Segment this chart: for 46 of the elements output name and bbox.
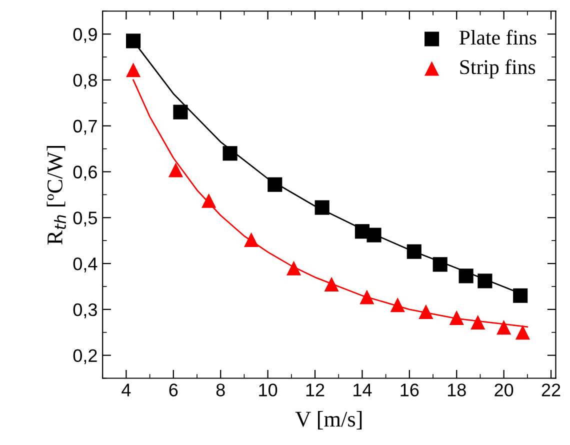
y-tick-label: 0,5 — [73, 212, 97, 226]
x-tick-label: 22 — [542, 384, 560, 396]
point — [390, 298, 405, 312]
point — [360, 290, 374, 304]
legend-label: Strip fins — [460, 59, 536, 78]
point — [244, 232, 259, 247]
y-tick-label: 0,3 — [73, 303, 97, 318]
point — [458, 268, 474, 284]
y-tick-label: 0,7 — [73, 120, 97, 135]
x-tick-label: 10 — [259, 384, 278, 396]
point — [268, 177, 282, 192]
x-tick-label: 20 — [494, 384, 514, 396]
y-tick-label: 0,6 — [73, 166, 97, 181]
point — [314, 200, 330, 215]
point — [418, 304, 434, 319]
point — [222, 146, 238, 161]
x-tick-label: 18 — [448, 384, 466, 396]
x-tick-label: 14 — [354, 384, 372, 396]
point — [406, 244, 422, 259]
point — [202, 193, 216, 208]
point — [126, 34, 141, 48]
x-axis-title: V [m/s] — [295, 411, 362, 430]
x-tick-label: 6 — [169, 384, 178, 396]
point — [513, 288, 528, 303]
legend-label: Plate fins — [459, 30, 536, 45]
point — [324, 276, 339, 292]
point — [449, 310, 464, 325]
point — [286, 260, 302, 276]
y-tick-label: 0,9 — [73, 28, 97, 43]
x-tick-label: 12 — [306, 384, 324, 396]
y-tick-label: 0,8 — [73, 74, 97, 89]
point — [496, 320, 512, 335]
y-tick-label: 0,4 — [73, 257, 98, 272]
point — [432, 257, 448, 272]
point — [173, 104, 188, 120]
y-tick-label: 0,2 — [73, 349, 97, 364]
point — [168, 162, 184, 178]
point — [126, 62, 141, 78]
x-tick-label: 8 — [216, 384, 225, 396]
y-axis-title: R$_{th}$ [ºC/W] — [46, 146, 66, 244]
x-tick-label: 16 — [400, 384, 419, 396]
point — [478, 274, 492, 288]
point — [366, 228, 382, 242]
point — [470, 314, 486, 330]
x-tick-label: 4 — [122, 384, 131, 396]
point — [515, 325, 530, 340]
